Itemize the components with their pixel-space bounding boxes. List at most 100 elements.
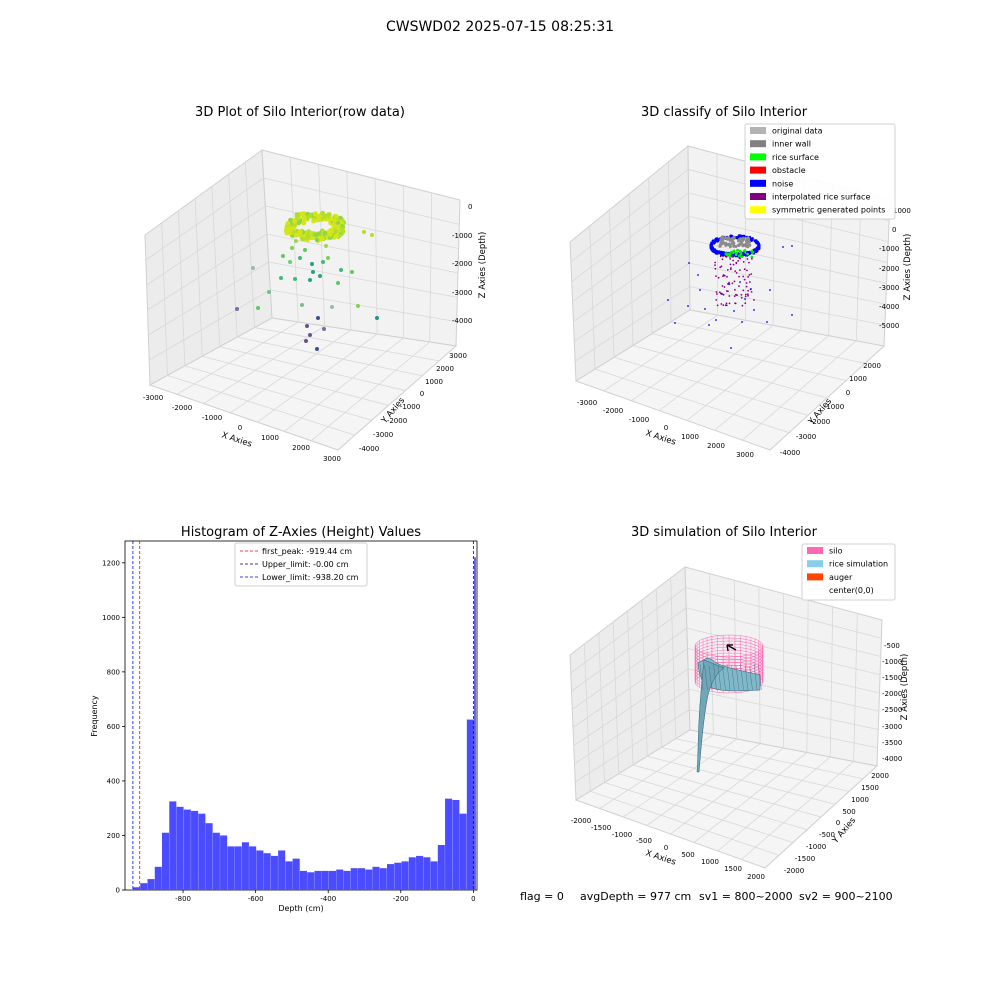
hist-ylabel: Frequency bbox=[90, 695, 99, 737]
p2-xtick: 1000 bbox=[681, 433, 699, 441]
p2-point bbox=[738, 285, 740, 287]
hist-bar bbox=[227, 846, 235, 891]
rice-simulation-surface bbox=[696, 658, 762, 773]
hist-bars bbox=[132, 557, 476, 891]
p4-ztick: -2000 bbox=[882, 690, 902, 698]
p2-point bbox=[735, 236, 739, 240]
p1-point bbox=[308, 278, 312, 282]
hist-xtick-label: 0 bbox=[471, 895, 475, 903]
hist-xtick-label: -400 bbox=[320, 895, 336, 903]
p1-point bbox=[301, 217, 307, 223]
hist-bar bbox=[343, 870, 351, 890]
p2-point bbox=[748, 274, 751, 276]
p2-point bbox=[739, 242, 743, 246]
p1-point bbox=[375, 316, 379, 320]
panel-raw-data-3d: 3D Plot of Silo Interior(row data) -3000… bbox=[143, 105, 488, 463]
p2-point bbox=[730, 347, 732, 349]
p2-point bbox=[718, 291, 721, 294]
hist-bar bbox=[357, 868, 366, 890]
panel3-title: Histogram of Z-Axies (Height) Values bbox=[181, 525, 421, 540]
hist-legend-label: first_peak: -919.44 cm bbox=[262, 547, 352, 556]
p2-point bbox=[722, 241, 726, 245]
p2-point bbox=[729, 268, 732, 271]
hist-xticks: -800 -600 -400 -200 0 bbox=[175, 890, 476, 903]
p1-point bbox=[251, 266, 255, 270]
p2-point bbox=[732, 259, 734, 262]
p1-ytick: 2000 bbox=[436, 365, 454, 373]
p2-point bbox=[735, 261, 738, 264]
p2-point bbox=[734, 302, 737, 305]
p4-ytick: 500 bbox=[842, 808, 855, 816]
p2-point bbox=[726, 275, 728, 278]
p2-ztick: -2000 bbox=[879, 265, 899, 273]
sv2-text: sv2 = 900~2100 bbox=[799, 890, 893, 903]
p2-point bbox=[725, 302, 728, 305]
p4-gridlines bbox=[570, 573, 882, 860]
p2-ztick: -1000 bbox=[879, 245, 899, 253]
p1-point bbox=[370, 233, 374, 237]
p2-point bbox=[745, 285, 748, 288]
p4-ztick: -2500 bbox=[882, 706, 902, 714]
p2-point bbox=[744, 298, 746, 300]
p2-point bbox=[721, 258, 724, 261]
p2-ztick: 1000 bbox=[893, 207, 911, 215]
panel4-title: 3D simulation of Silo Interior bbox=[631, 525, 818, 540]
p2-point bbox=[740, 255, 744, 258]
p4-xtick: -2000 bbox=[571, 817, 591, 825]
p1-point bbox=[279, 276, 283, 280]
p1-point bbox=[338, 215, 343, 221]
hist-bar bbox=[437, 845, 445, 890]
p2-point bbox=[725, 290, 728, 292]
p1-ytick: -3000 bbox=[373, 431, 393, 439]
rice-surface-mesh bbox=[699, 663, 762, 691]
p2-point bbox=[719, 255, 722, 258]
p1-point bbox=[322, 214, 327, 220]
p1-point bbox=[298, 256, 302, 260]
p2-point bbox=[757, 245, 761, 249]
p2-point bbox=[728, 302, 731, 305]
p2-point bbox=[728, 238, 733, 242]
hist-bar bbox=[379, 868, 387, 890]
p2-point bbox=[738, 257, 741, 259]
p2-legend-swatch bbox=[750, 140, 766, 148]
p1-point bbox=[336, 281, 340, 285]
p1-xtick: 2000 bbox=[292, 444, 310, 452]
p4-ytick: 1500 bbox=[861, 784, 879, 792]
p1-point bbox=[339, 227, 345, 232]
p2-ytick: -3000 bbox=[796, 433, 816, 441]
p1-point bbox=[306, 229, 311, 235]
p1-gridlines bbox=[145, 157, 460, 442]
p2-point bbox=[743, 268, 746, 271]
p1-point bbox=[329, 216, 334, 222]
hist-ytick-label: 600 bbox=[107, 723, 120, 731]
silo-cylinder-wireframe bbox=[694, 634, 764, 694]
p2-legend-label: rice surface bbox=[772, 153, 819, 162]
p2-legend-label: obstacle bbox=[772, 166, 806, 175]
p1-point bbox=[235, 307, 239, 311]
hist-vlines bbox=[132, 541, 474, 890]
figure-suptitle: CWSWD02 2025-07-15 08:25:31 bbox=[386, 19, 614, 35]
panel2-title: 3D classify of Silo Interior bbox=[641, 105, 808, 120]
p2-point bbox=[715, 299, 718, 301]
p4-legend-swatch bbox=[807, 547, 823, 554]
p2-point bbox=[746, 245, 750, 249]
p4-ytick: -500 bbox=[819, 831, 835, 839]
p2-point bbox=[745, 282, 748, 284]
p4-ztick: -1000 bbox=[882, 658, 902, 666]
p2-point bbox=[754, 249, 758, 253]
p1-point bbox=[321, 260, 325, 264]
p2-point bbox=[709, 243, 713, 247]
p4-legend-swatch bbox=[807, 560, 823, 568]
p1-point bbox=[356, 304, 360, 308]
p1-point bbox=[327, 232, 333, 237]
hist-axes-frame bbox=[124, 540, 478, 891]
hist-legend: first_peak: -919.44 cm Upper_limit: -0.00… bbox=[234, 542, 368, 587]
p2-point bbox=[716, 304, 719, 307]
p1-xtick: 0 bbox=[238, 424, 242, 432]
p2-point bbox=[736, 248, 739, 252]
p1-xtick: -2000 bbox=[172, 404, 192, 412]
p2-ytick: 2000 bbox=[863, 362, 881, 370]
hist-xtick-label: -600 bbox=[248, 895, 264, 903]
hist-bar bbox=[212, 832, 220, 890]
p2-point bbox=[732, 244, 736, 248]
